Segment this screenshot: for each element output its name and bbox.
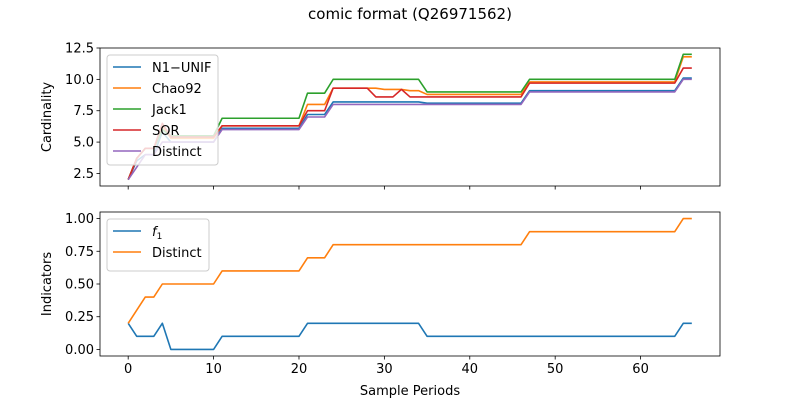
cardinality-y-tick-label: 7.5 — [73, 104, 94, 119]
cardinality-legend-label-chao92: Chao92 — [152, 82, 202, 97]
indicators-x-tick-label: 0 — [124, 362, 132, 377]
cardinality-series-line-jack1 — [127, 53, 692, 181]
indicators-x-axis-label: Sample Periods — [360, 384, 460, 399]
indicators-legend-label-distinct: Distinct — [152, 246, 202, 261]
indicators-y-axis-label: Indicators — [40, 252, 55, 316]
indicators-y-tick-label: 0.25 — [65, 310, 94, 325]
indicators-legend-label-f1: f1 — [152, 225, 162, 242]
cardinality-series-line-n1-unif — [127, 77, 692, 181]
cardinality-y-tick-label: 2.5 — [73, 167, 94, 182]
cardinality-legend-label-sor: SOR — [152, 124, 180, 139]
cardinality-legend-label-distinct: Distinct — [152, 145, 202, 160]
indicators-series-line-f1 — [127, 322, 692, 351]
cardinality-panel: 2.5 5.0 7.5 10.0 12.5 Cardinality N1−UNIF Chao9… — [40, 42, 721, 190]
cardinality-series-line-sor — [127, 67, 692, 181]
indicators-legend-box — [106, 218, 210, 272]
indicators-panel: 0 10 20 30 40 50 60 0.00 0.25 0.50 0.75 1.00 Indicat… — [40, 211, 721, 399]
indicators-y-tick-label: 0.75 — [65, 245, 94, 260]
cardinality-y-tick-label: 12.5 — [65, 42, 94, 57]
cardinality-y-tick-label: 10.0 — [65, 73, 94, 88]
indicators-x-tick-label: 40 — [462, 362, 479, 377]
cardinality-legend-label-n1-unif: N1−UNIF — [152, 61, 211, 76]
indicators-x-tick-label: 30 — [376, 362, 393, 377]
indicators-x-tick-label: 10 — [205, 362, 222, 377]
indicators-x-tick-label: 20 — [291, 362, 308, 377]
cardinality-legend-label-jack1: Jack1 — [151, 103, 187, 118]
cardinality-series-line-distinct — [127, 78, 692, 181]
indicators-y-tick-label: 1.00 — [65, 212, 94, 227]
indicators-y-tick-label: 0.00 — [65, 343, 94, 358]
indicators-x-tick-label: 50 — [547, 362, 564, 377]
indicators-series-line-distinct — [127, 217, 692, 324]
cardinality-y-tick-label: 5.0 — [73, 136, 94, 151]
cardinality-legend-box — [106, 54, 219, 166]
cardinality-y-axis-label: Cardinality — [40, 82, 55, 153]
indicators-x-tick-label: 60 — [632, 362, 649, 377]
figure-title: comic format (Q26971562) — [308, 5, 512, 23]
cardinality-axes-frame — [99, 47, 721, 187]
indicators-y-tick-label: 0.50 — [65, 278, 94, 293]
